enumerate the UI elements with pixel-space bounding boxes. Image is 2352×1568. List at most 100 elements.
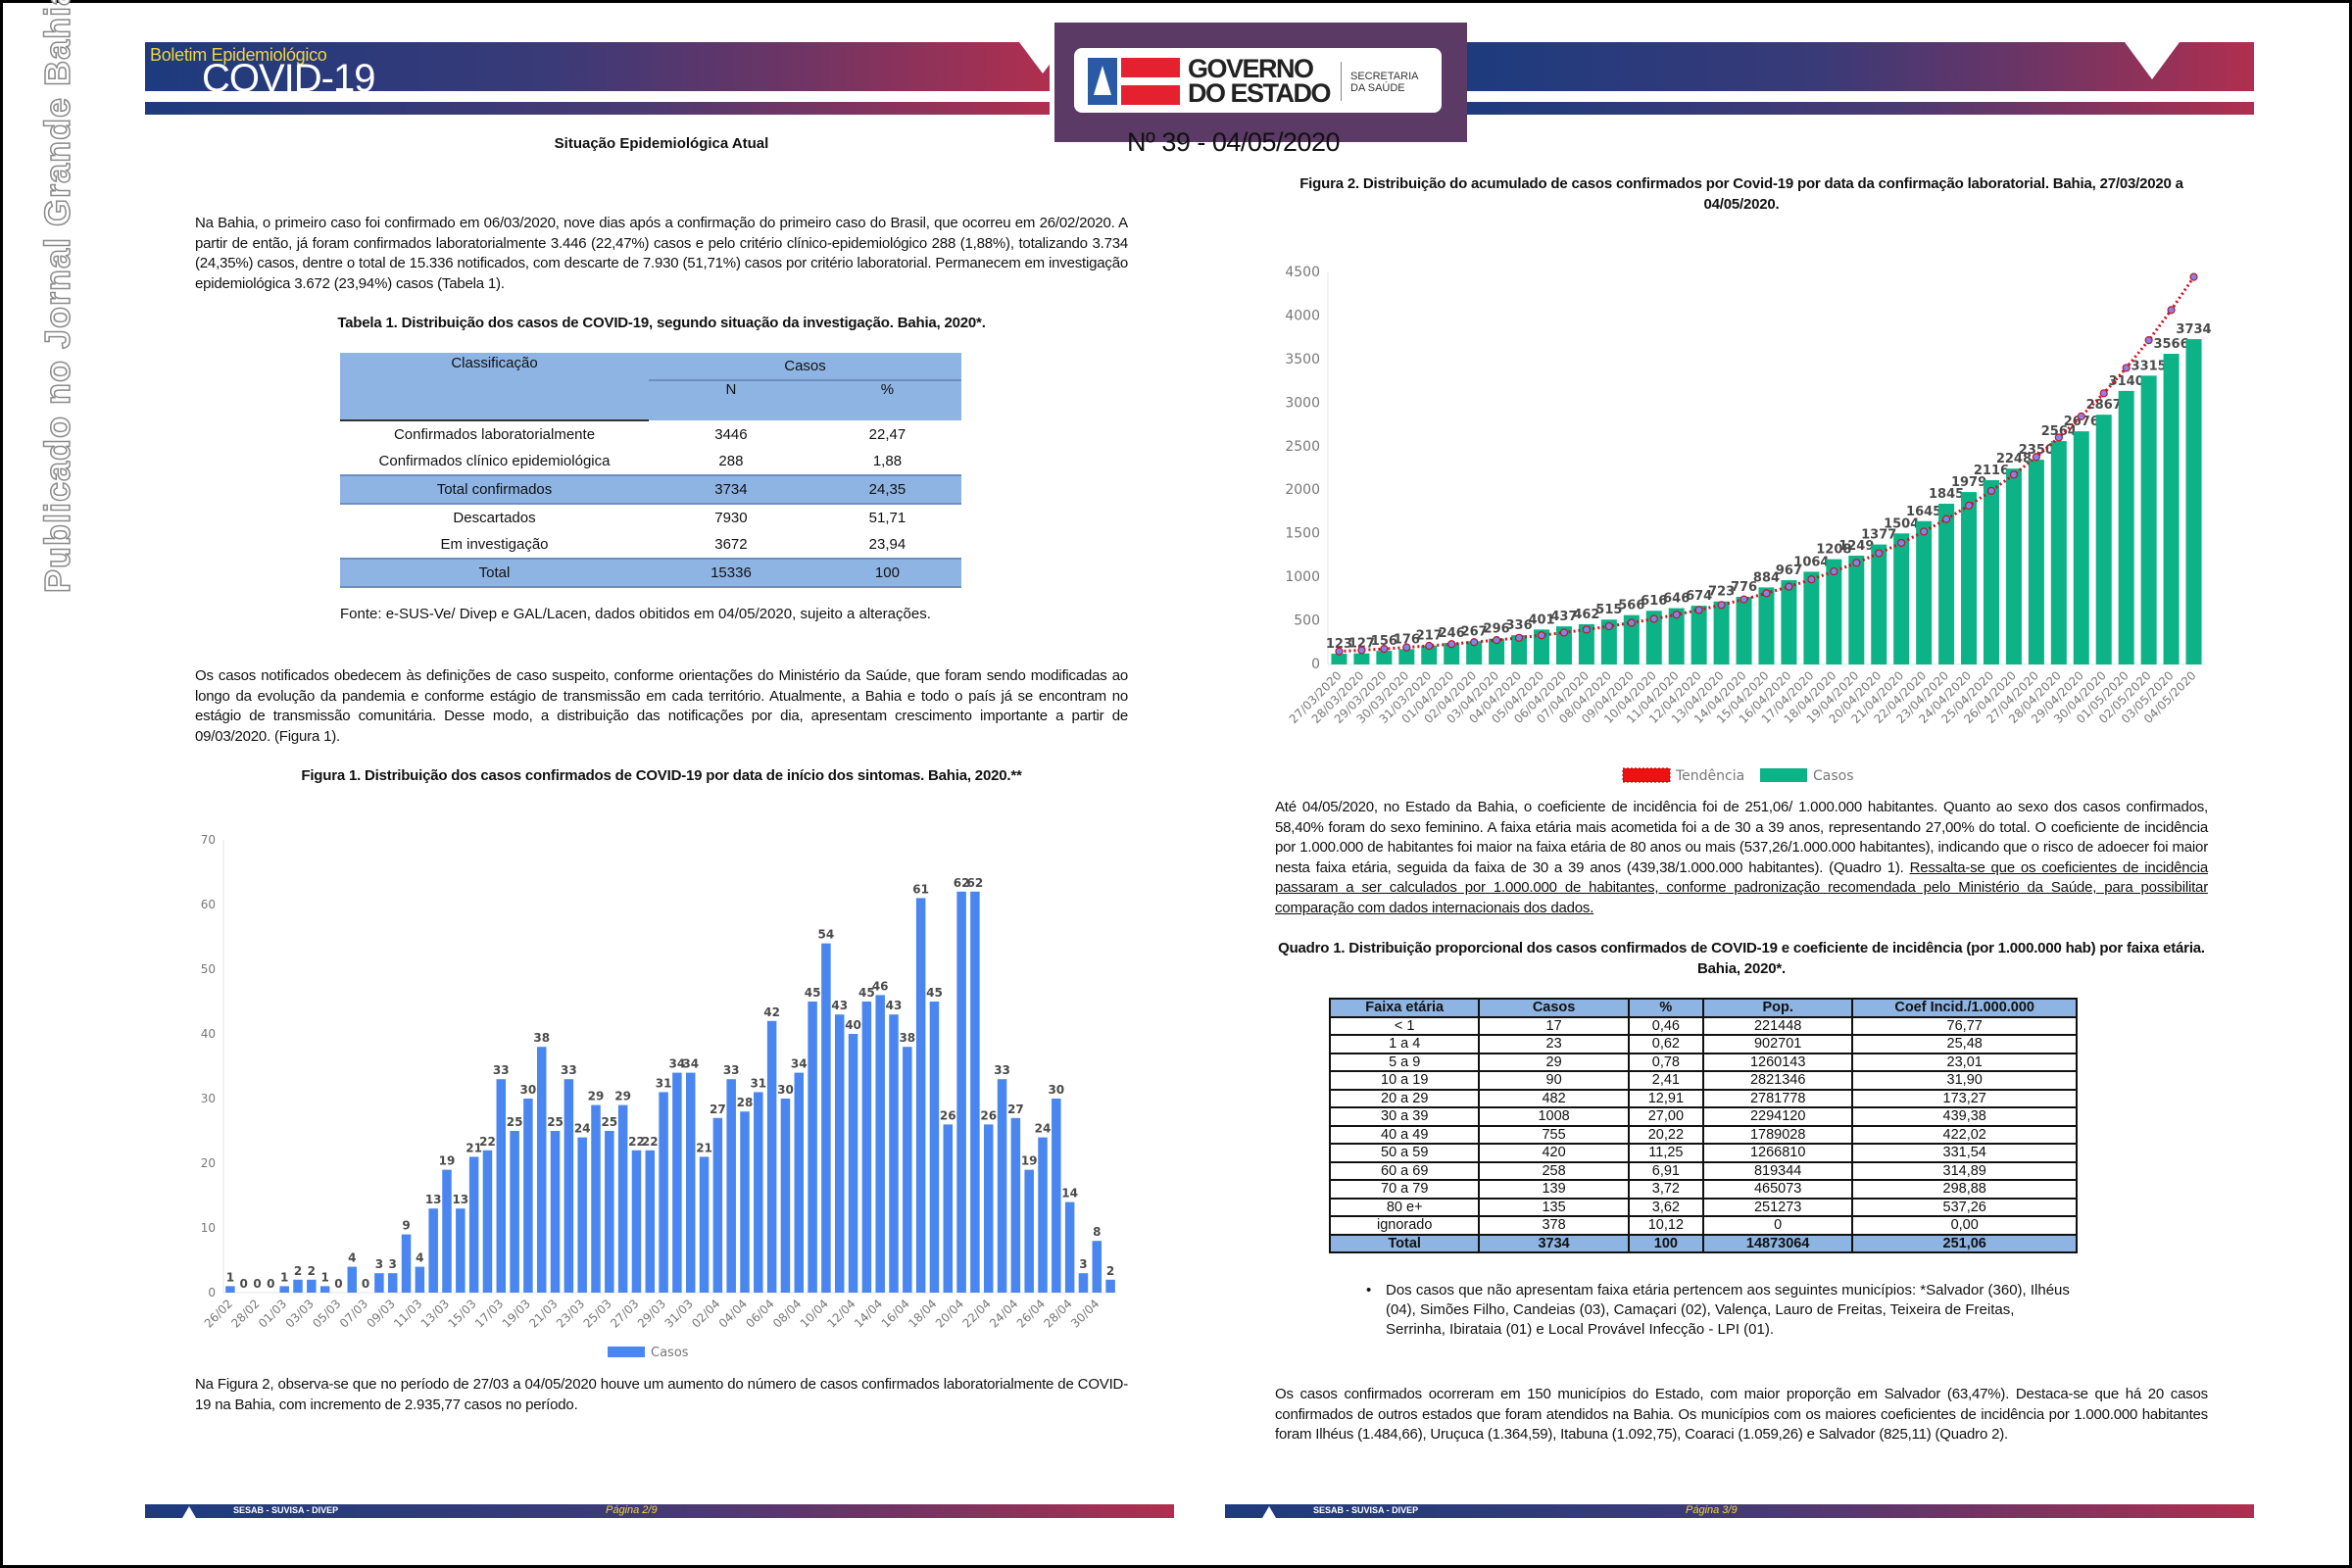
data-label: 26: [940, 1108, 956, 1122]
trend-point: [2189, 272, 2198, 281]
trend-point: [1672, 611, 1681, 619]
bar: [712, 1117, 723, 1293]
quadro1-cell: 0,00: [1851, 1215, 2078, 1236]
header-banner-left: [145, 42, 1050, 91]
quadro1-total-row: Total 3734 100 14873064 251,06: [1328, 1233, 2078, 1253]
legend-swatch-casos: [608, 1347, 645, 1357]
data-label: 1064: [1793, 555, 1829, 569]
incidence-text: Até 04/05/2020, no Estado da Bahia, o co…: [1275, 799, 2208, 876]
bar: [1578, 623, 1594, 664]
data-label: 34: [682, 1057, 699, 1071]
trend-point: [2122, 364, 2131, 372]
quadro1-cell: 14873064: [1701, 1233, 1854, 1253]
bar: [1466, 641, 1483, 664]
data-label: 25: [601, 1115, 617, 1129]
y-tick-label: 2000: [1285, 482, 1320, 498]
bar: [387, 1273, 398, 1293]
bar: [1105, 1279, 1115, 1293]
quadro1-cell: Faixa etária: [1328, 998, 1481, 1018]
x-tick-label: 14/04: [852, 1297, 885, 1330]
trend-point: [1920, 527, 1929, 536]
x-tick-label: 08/04: [770, 1297, 804, 1330]
bar: [2005, 468, 2022, 664]
header-banner-right: [1467, 42, 2254, 91]
legend-swatch-casos: [1760, 768, 1807, 782]
bar: [1645, 611, 1662, 664]
data-label: 27: [1007, 1102, 1024, 1116]
quadro1-table: Faixa etária Casos% Pop. Coef Incid./1.000.…: [1328, 998, 2078, 1253]
municipalities-paragraph: Os casos confirmados ocorreram em 150 mu…: [1275, 1386, 2208, 1443]
x-tick-label: 22/04: [959, 1297, 993, 1330]
y-tick-label: 4500: [1285, 265, 1320, 280]
quadro1-cell: ignorado: [1328, 1215, 1481, 1236]
data-label: 3: [375, 1257, 383, 1271]
trend-point: [2032, 453, 2040, 462]
quadro1-cell: 6,91: [1627, 1160, 1704, 1181]
bar: [659, 1092, 668, 1293]
data-label: 674: [1686, 589, 1712, 604]
bar: [1024, 1169, 1034, 1293]
table1-cell-n: 3446: [714, 425, 748, 443]
data-label: 38: [899, 1031, 915, 1045]
trend-point: [1627, 618, 1636, 627]
bar: [740, 1111, 750, 1293]
data-label: 515: [1595, 603, 1622, 617]
bar: [699, 1156, 710, 1293]
quadro1-cell: 173,27: [1851, 1088, 2078, 1108]
y-tick-label: 2500: [1285, 439, 1320, 455]
y-tick-label: 30: [201, 1092, 216, 1105]
trend-point: [1447, 640, 1456, 649]
trend-point: [1694, 606, 1703, 614]
bar: [1713, 601, 1730, 664]
quadro1-row: 5 a 9 29 0,78 1260143 23,01: [1328, 1052, 2078, 1072]
table1-cell-n: 7930: [714, 510, 748, 526]
quadro1-cell: 135: [1478, 1197, 1630, 1217]
figure1-title: Figura 1. Distribuição dos casos confirm…: [301, 767, 1022, 784]
y-tick-label: 60: [201, 898, 216, 911]
watermark: Publicado no Jornal Grande Bahia: [36, 0, 78, 594]
data-label: 0: [253, 1277, 261, 1291]
x-tick-label: 06/04: [743, 1297, 776, 1330]
table1-cell-pct: 22,47: [868, 425, 906, 443]
incidence-note-underlined: Ressalta-se que os coeficientes de incid…: [1275, 858, 2208, 916]
data-label: 1645: [1906, 505, 1941, 519]
data-label: 14: [1061, 1187, 1078, 1200]
data-label: 2: [1106, 1264, 1114, 1278]
bar: [1421, 645, 1438, 664]
quadro1-cell: 90: [1478, 1070, 1630, 1091]
data-label: 43: [831, 999, 848, 1012]
bar: [875, 995, 885, 1293]
quadro1-cell: 12,91: [1627, 1088, 1704, 1108]
data-label: 2350: [2019, 443, 2054, 458]
trend-point: [1559, 628, 1569, 637]
data-label: 884: [1753, 570, 1780, 585]
x-tick-label: 26/04: [1014, 1297, 1048, 1330]
x-tick-label: 16/04: [879, 1297, 912, 1330]
quadro1-row: 1 a 4 23 0,62 902701 25,48: [1328, 1034, 2078, 1054]
bar: [780, 1099, 791, 1293]
quadro1-cell: 10,12: [1627, 1215, 1704, 1236]
quadro1-cell: 139: [1478, 1179, 1630, 1200]
bar: [1736, 597, 1752, 664]
table1-cell-label: Total: [340, 558, 649, 588]
trend-point: [1514, 633, 1524, 642]
quadro1-cell: 0,78: [1627, 1052, 1704, 1072]
data-label: 19: [439, 1154, 456, 1168]
table1-row: Total confirmados 3734 24,35: [340, 474, 961, 505]
bar: [482, 1150, 493, 1293]
header-stripe-left: [145, 102, 1050, 115]
bar: [605, 1131, 614, 1293]
quadro1-cell: 298,88: [1851, 1179, 2078, 1200]
quadro1-row: 10 a 19 90 2,41 2821346 31,90: [1328, 1070, 2078, 1091]
quadro1-cell: 422,02: [1851, 1124, 2078, 1145]
table1-cell-n: 288: [718, 453, 744, 469]
quadro1-cell: 439,38: [1851, 1106, 2078, 1127]
trend-point: [1402, 643, 1411, 652]
quadro1-cell: 755: [1478, 1124, 1630, 1145]
bar: [401, 1234, 412, 1293]
bar: [1444, 643, 1460, 664]
table1-row: Confirmados laboratorialmente 3446 22,47: [340, 420, 961, 448]
figure2-title: Figura 2. Distribuição do acumulado de c…: [1299, 175, 2183, 213]
data-label: 13: [425, 1193, 442, 1206]
